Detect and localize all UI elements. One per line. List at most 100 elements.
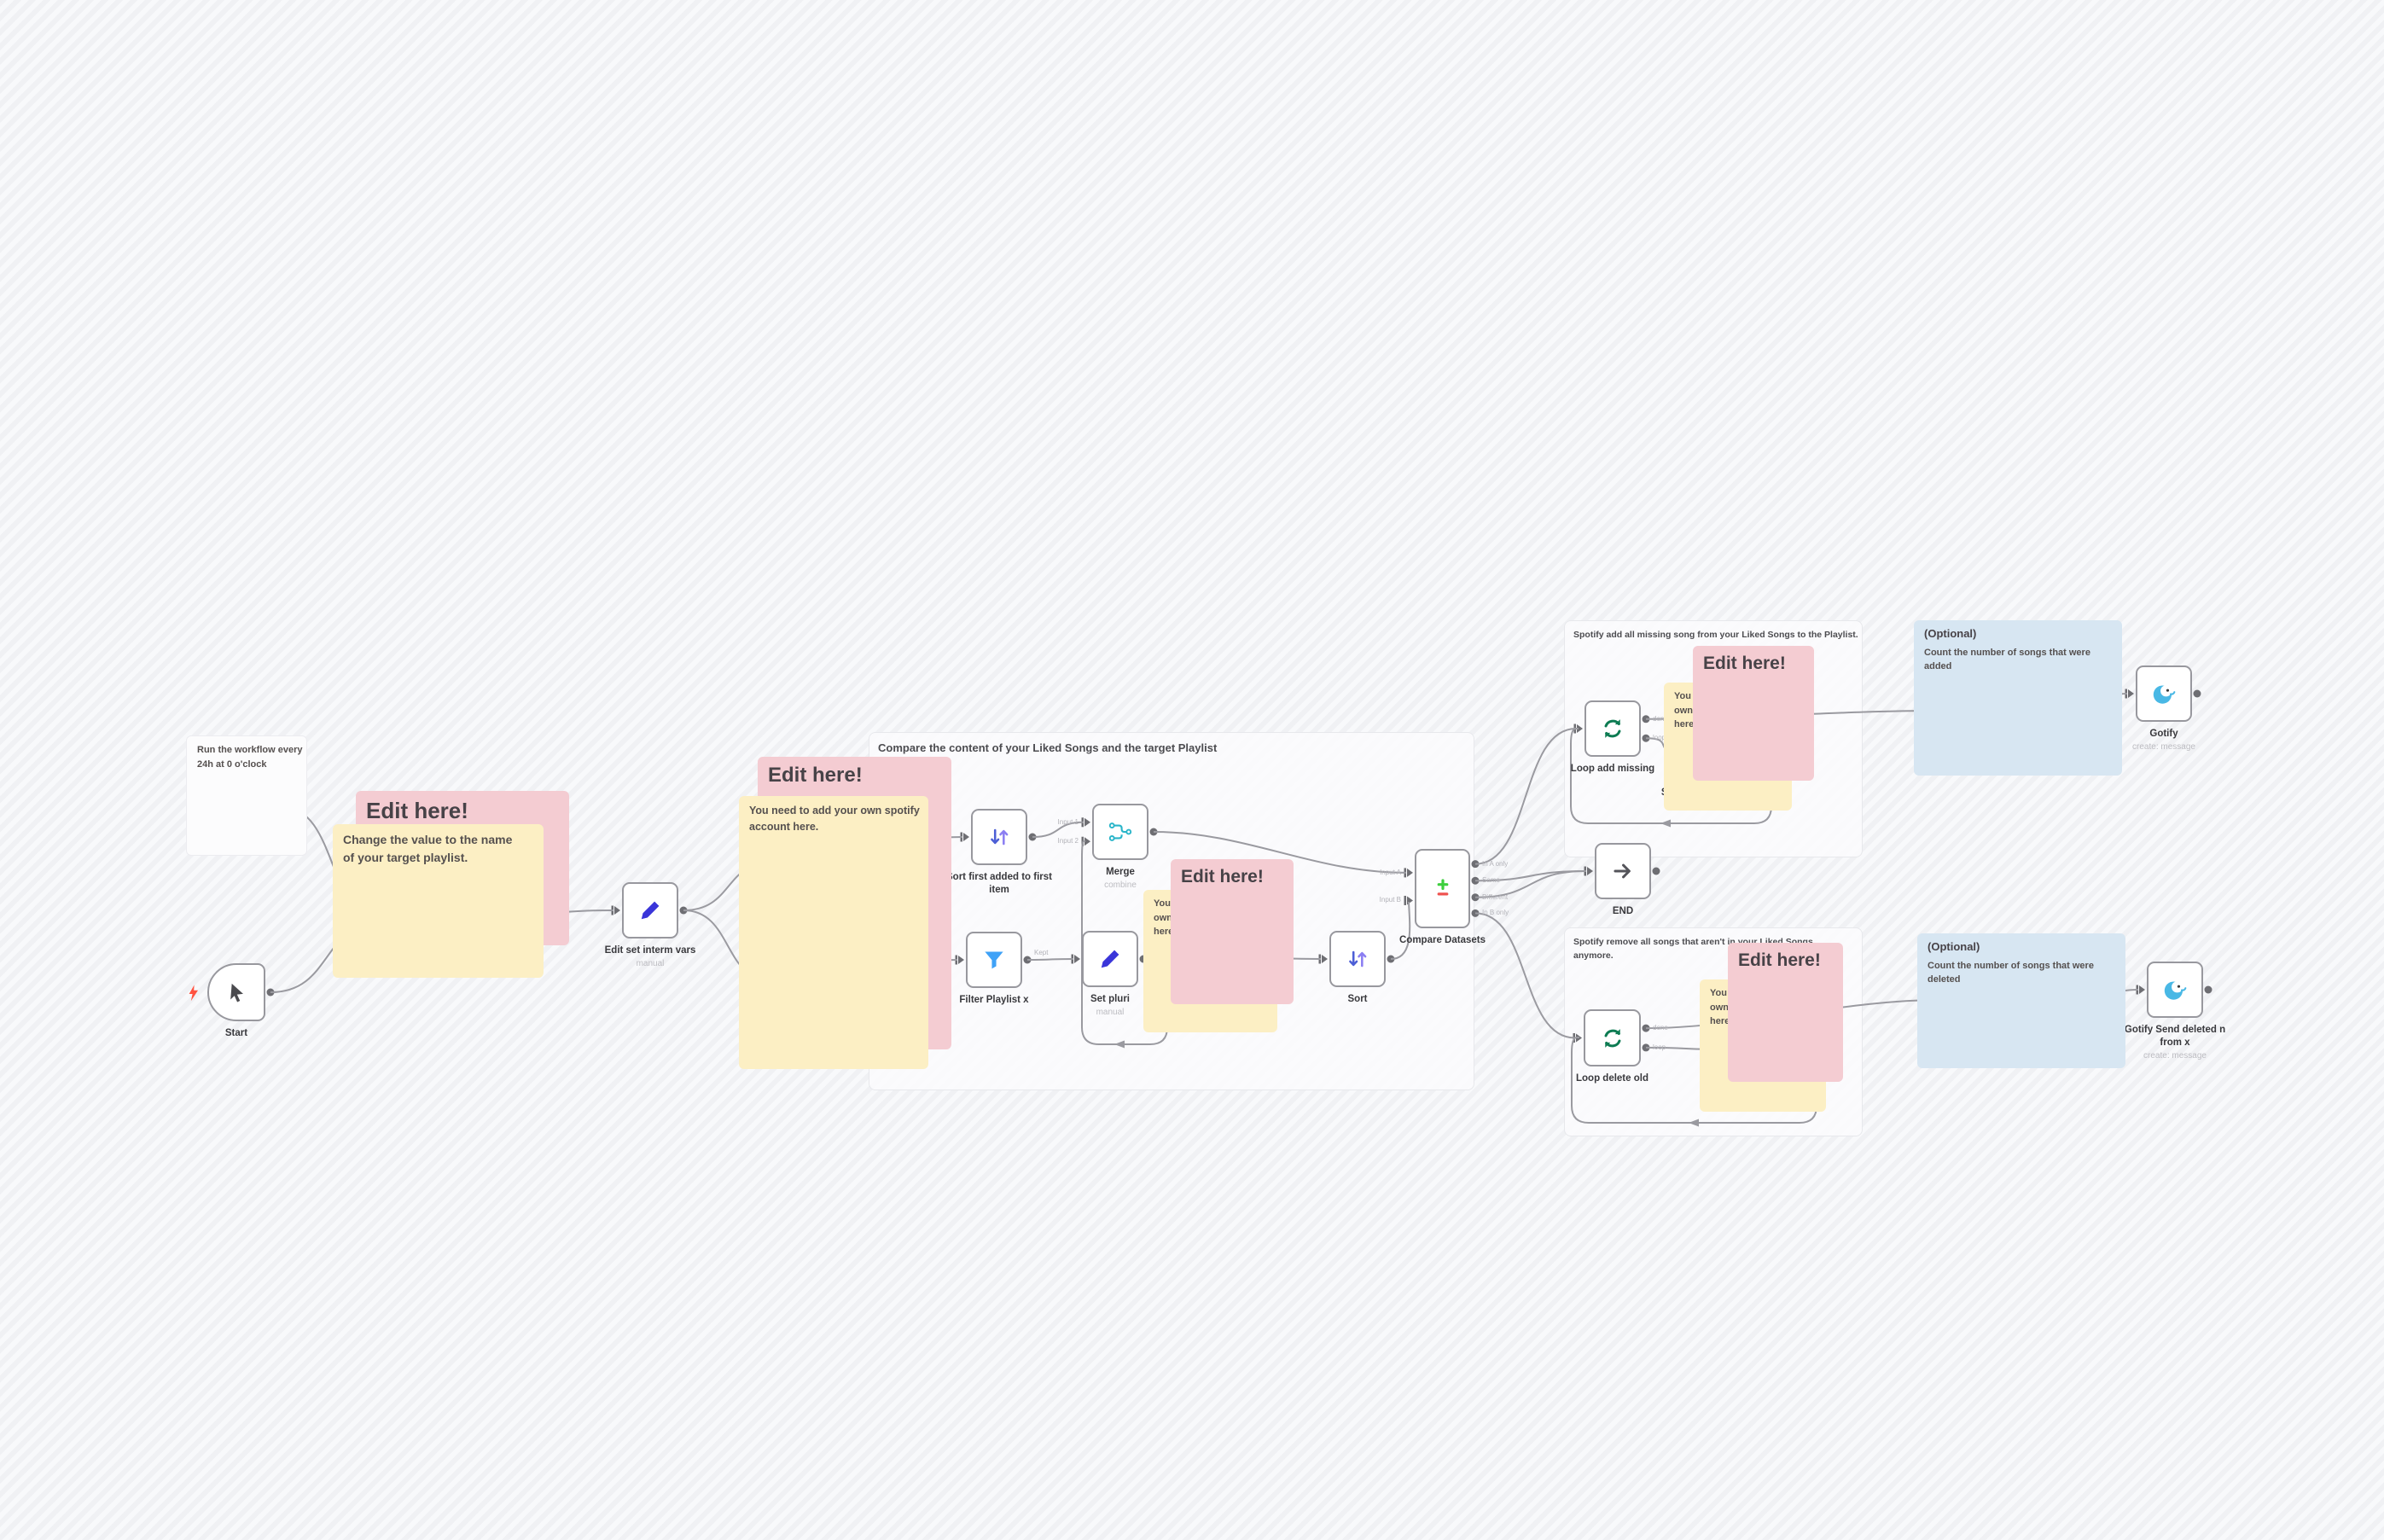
gotify-icon — [2160, 975, 2189, 1004]
sort-first-added-input-port[interactable] — [963, 833, 969, 841]
arrow-right-icon — [1608, 857, 1637, 886]
note-optional-deleted[interactable]: (Optional) Count the number of songs that… — [1917, 933, 2125, 1068]
edge-sort-to-compare-datasets[interactable] — [1390, 901, 1411, 960]
start-label-line: Start — [224, 1028, 248, 1038]
sort-icon — [985, 822, 1014, 851]
edit-set-interm-vars-sublabel: manual — [636, 958, 665, 968]
cursor-icon — [222, 978, 251, 1007]
merge-label: Merge combine — [1044, 866, 1197, 891]
sort-input-port[interactable] — [1322, 955, 1328, 963]
sort-first-added-label-line: Sort first added to first — [946, 872, 1052, 882]
note-own-account-1[interactable]: You need to add your own spotify account … — [739, 796, 928, 1069]
note-change-value-text: of your target playlist. — [343, 851, 468, 864]
merge-sublabel: combine — [1104, 880, 1137, 890]
end-input-port[interactable] — [1587, 867, 1593, 875]
note-edit-here-3[interactable]: Edit here! — [1171, 859, 1294, 1004]
note-own-account-1-text: account here. — [749, 820, 819, 833]
loop-delete-old-label-line: Loop delete old — [1576, 1073, 1648, 1084]
pencil-icon — [1096, 944, 1125, 973]
end-node[interactable] — [1595, 843, 1651, 899]
gotify-sublabel: create: message — [2132, 741, 2195, 752]
gotify-send-deleted-node[interactable] — [2147, 962, 2203, 1018]
gotify-send-deleted-label: Gotify Send deleted n from x create: messa… — [2098, 1024, 2252, 1061]
note-edit-here-1-title: Edit here! — [366, 798, 468, 823]
merge-input-port[interactable] — [1084, 817, 1090, 827]
note-optional-added[interactable]: (Optional) Count the number of songs that… — [1914, 620, 2122, 776]
edge-filter-playlist-to-set-pluri[interactable] — [1026, 958, 1074, 961]
end-label: END — [1546, 905, 1700, 918]
note-optional-deleted-text: Count the number of songs that were — [1928, 960, 2094, 971]
note-schedule-info[interactable]: Run the workflow every 24h at 0 o'clock — [186, 735, 307, 856]
note-optional-added-text: Count the number of songs that were — [1924, 647, 2090, 658]
end-output-port[interactable] — [1652, 867, 1660, 875]
loop-add-missing-label-line: Loop add missing — [1570, 764, 1655, 774]
loop-delete-old-node[interactable] — [1584, 1009, 1641, 1066]
pencil-icon — [636, 896, 665, 925]
note-schedule-info-text: 24h at 0 o'clock — [197, 758, 267, 770]
loop-icon — [1598, 1024, 1627, 1053]
gotify-icon — [2149, 679, 2178, 708]
merge-label-line: Merge — [1106, 867, 1135, 877]
filter-playlist-input-port[interactable] — [958, 956, 964, 964]
note-edit-here-5[interactable]: Edit here! — [1728, 943, 1843, 1082]
edge-arrow-icon — [1114, 1040, 1125, 1049]
set-pluri-node[interactable] — [1082, 931, 1138, 987]
edge-sort-first-added-to-merge[interactable] — [1032, 821, 1084, 838]
loop-delete-old-output-label: loop — [1653, 1043, 1666, 1051]
compare-datasets-label: Compare Datasets — [1366, 934, 1520, 947]
loop-delete-old-output-label: done — [1653, 1024, 1668, 1032]
compare-datasets-node[interactable] — [1415, 849, 1470, 928]
note-own-account-1-text: You need to add your own spotify — [749, 805, 920, 816]
compare-icon — [1428, 875, 1457, 904]
sort-icon — [1343, 944, 1372, 973]
section-remove-title: anymore. — [1573, 950, 1614, 962]
loop-add-missing-output-label: done — [1653, 714, 1668, 723]
gotify-send-deleted-input-port[interactable] — [2139, 985, 2145, 994]
note-edit-here-4[interactable]: Edit here! — [1693, 646, 1814, 781]
compare-datasets-input-label: Input A — [1380, 868, 1401, 876]
loop-delete-old-label: Loop delete old — [1536, 1072, 1689, 1085]
gotify-send-deleted-output-port[interactable] — [2204, 985, 2212, 994]
sort-first-added-node[interactable] — [971, 809, 1027, 865]
note-edit-here-3-title: Edit here! — [1181, 867, 1264, 886]
edge-compare-datasets-to-loop-add-missing[interactable] — [1474, 728, 1577, 865]
start-node[interactable] — [207, 963, 265, 1021]
compare-datasets-output-label: Same — [1482, 876, 1500, 885]
sort-label: Sort — [1281, 993, 1434, 1006]
loop-add-missing-node[interactable] — [1584, 700, 1641, 757]
edge-merge-to-compare-datasets[interactable] — [1153, 831, 1407, 874]
filter-playlist-node[interactable] — [966, 932, 1022, 988]
note-own-account-2-text: here. — [1154, 927, 1177, 937]
sort-node[interactable] — [1329, 931, 1386, 987]
loop-add-missing-input-port[interactable] — [1577, 724, 1583, 733]
merge-input-label: Input 1 — [1057, 817, 1079, 826]
note-own-account-4-text: here. — [1710, 1016, 1733, 1026]
edge-compare-datasets-to-end[interactable] — [1474, 870, 1587, 898]
note-edit-here-4-title: Edit here! — [1703, 654, 1786, 673]
gotify-output-port[interactable] — [2193, 689, 2201, 698]
note-edit-here-5-title: Edit here! — [1738, 950, 1821, 970]
filter-playlist-label-line: Filter Playlist x — [959, 995, 1029, 1005]
edit-set-interm-vars-label-line: Edit set interm vars — [604, 945, 696, 956]
note-optional-added-text: added — [1924, 661, 1952, 672]
gotify-send-deleted-sublabel: create: message — [2143, 1050, 2207, 1061]
compare-datasets-output-label: In A only — [1482, 859, 1509, 868]
note-change-value[interactable]: Change the value to the name of your targ… — [333, 824, 544, 978]
gotify-input-port[interactable] — [2128, 689, 2134, 698]
set-pluri-input-port[interactable] — [1074, 955, 1080, 963]
edit-set-interm-vars-node[interactable] — [622, 882, 678, 939]
gotify-node[interactable] — [2136, 665, 2192, 722]
merge-input-label: Input 2 — [1057, 837, 1079, 846]
merge-node[interactable] — [1092, 804, 1148, 860]
merge-input-port[interactable] — [1084, 837, 1090, 846]
compare-datasets-input-port[interactable] — [1407, 868, 1413, 877]
edit-set-interm-vars-label: Edit set interm vars manual — [573, 944, 727, 969]
edit-set-interm-vars-input-port[interactable] — [614, 906, 620, 915]
loop-add-missing-label: Loop add missing — [1536, 763, 1689, 776]
compare-datasets-output-label: In B only — [1482, 909, 1509, 917]
note-optional-deleted-text: deleted — [1928, 974, 1961, 985]
edge-compare-datasets-to-loop-delete-old[interactable] — [1474, 912, 1576, 1039]
set-pluri-label-line: Set pluri — [1090, 994, 1130, 1004]
